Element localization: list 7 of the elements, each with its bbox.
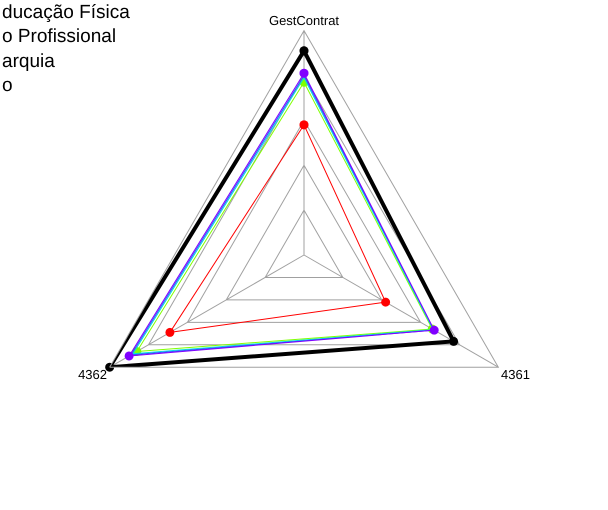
- spoke-label: 4361: [501, 367, 530, 382]
- spoke-label: 4362: [78, 367, 107, 382]
- text: arquia: [2, 51, 56, 72]
- spoke-label: GestContrat: [268, 12, 340, 28]
- text: ducação Física: [2, 2, 130, 23]
- text: o Profissional: [2, 26, 116, 47]
- text: o: [2, 75, 13, 96]
